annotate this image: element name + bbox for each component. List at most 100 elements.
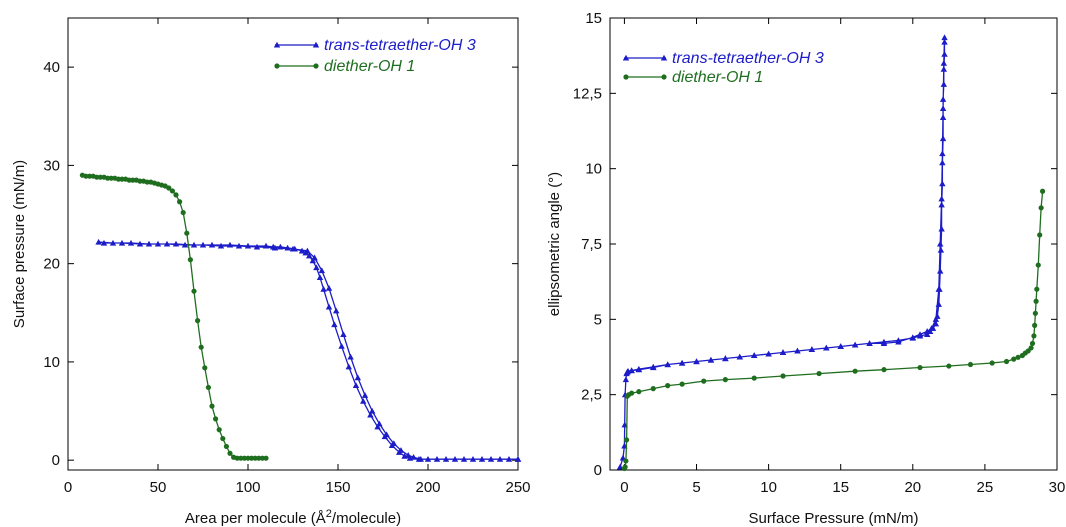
y-tick-label: 5 <box>594 311 602 328</box>
data-point <box>514 455 522 462</box>
y-tick-label: 0 <box>52 452 60 469</box>
legend-marker <box>623 74 629 80</box>
data-point <box>1038 205 1044 211</box>
data-point <box>118 239 126 246</box>
data-point <box>320 286 327 292</box>
data-point <box>880 340 888 346</box>
data-point <box>244 242 252 249</box>
data-point <box>180 209 186 216</box>
x-axis-label: Surface Pressure (mN/m) <box>748 510 918 527</box>
data-point <box>101 174 107 180</box>
data-point <box>249 455 255 461</box>
data-point <box>289 245 297 252</box>
data-point <box>939 180 946 187</box>
x-tick-label: 5 <box>692 479 700 496</box>
data-point <box>650 386 656 392</box>
data-point <box>939 135 947 142</box>
x-tick-label: 200 <box>415 479 440 496</box>
data-point <box>154 240 162 247</box>
data-point <box>259 455 265 461</box>
data-point <box>624 368 631 375</box>
data-point <box>937 240 944 247</box>
data-point <box>794 347 801 354</box>
y-axis-label: Surface pressure (mN/m) <box>11 160 28 328</box>
data-point <box>325 285 333 291</box>
data-point <box>187 257 193 263</box>
x-tick-label: 0 <box>620 479 628 496</box>
data-point <box>347 353 354 360</box>
series-line <box>623 191 1044 469</box>
data-point <box>780 373 786 379</box>
data-point <box>628 367 635 374</box>
data-point <box>1039 188 1046 194</box>
data-point <box>313 264 320 271</box>
legend-marker <box>274 63 280 69</box>
data-point <box>1003 358 1010 365</box>
data-point <box>1037 232 1043 238</box>
data-point <box>946 363 952 369</box>
x-tick-label: 15 <box>832 479 849 496</box>
data-point <box>271 244 279 251</box>
y-tick-label: 30 <box>43 157 60 174</box>
data-point <box>924 331 931 337</box>
data-point <box>1034 286 1040 292</box>
legend-marker <box>312 41 320 48</box>
data-point <box>635 365 643 372</box>
data-point <box>238 455 244 461</box>
data-point <box>665 383 671 389</box>
data-point <box>309 257 316 264</box>
x-tick-label: 100 <box>235 479 260 496</box>
legend-marker <box>273 41 281 48</box>
data-point <box>227 450 233 456</box>
legend-marker <box>622 54 630 61</box>
data-point <box>935 286 942 292</box>
data-point <box>252 455 258 461</box>
data-point <box>304 247 311 254</box>
data-point <box>487 455 495 462</box>
data-point <box>881 367 887 373</box>
data-point <box>622 464 628 470</box>
x-tick-label: 25 <box>977 479 994 496</box>
x-axis-label: Area per molecule (Å2/molecule) <box>185 508 401 527</box>
data-point <box>345 363 352 370</box>
data-point <box>216 427 222 433</box>
data-point <box>707 356 715 363</box>
data-point <box>130 177 136 183</box>
data-point <box>917 364 923 371</box>
data-point <box>938 195 945 202</box>
data-point <box>181 241 189 248</box>
data-point <box>623 437 630 443</box>
series-diether-oh-1 <box>621 188 1046 472</box>
x-tick-label: 50 <box>150 479 167 496</box>
series-trans-tetraether-oh-3 <box>95 238 522 462</box>
data-point <box>622 376 630 383</box>
y-tick-label: 20 <box>43 256 60 273</box>
data-point <box>360 398 367 404</box>
data-point <box>851 341 859 348</box>
data-point <box>937 246 945 253</box>
data-point <box>195 318 201 324</box>
data-point <box>1032 310 1038 316</box>
data-point <box>100 239 108 246</box>
data-point <box>664 361 671 368</box>
data-point <box>636 389 642 395</box>
data-point <box>405 452 412 458</box>
data-point <box>837 343 844 350</box>
data-point <box>1011 356 1017 362</box>
data-point <box>374 423 381 430</box>
data-point <box>136 240 144 247</box>
data-point <box>217 242 225 249</box>
data-point <box>220 435 226 442</box>
data-point <box>226 241 234 248</box>
data-point <box>331 321 338 328</box>
data-point <box>213 416 219 422</box>
data-point <box>1031 333 1037 339</box>
data-point <box>629 390 635 396</box>
data-point <box>939 96 947 102</box>
data-point <box>352 382 360 389</box>
data-point <box>410 454 417 460</box>
data-point <box>433 455 441 462</box>
y-tick-label: 12,5 <box>573 85 602 102</box>
right-chart-panel: 0 5 10 15 20 25 30 0 2,5 5 7,5 10 12,5 15 Surface Pres… <box>546 10 1065 527</box>
